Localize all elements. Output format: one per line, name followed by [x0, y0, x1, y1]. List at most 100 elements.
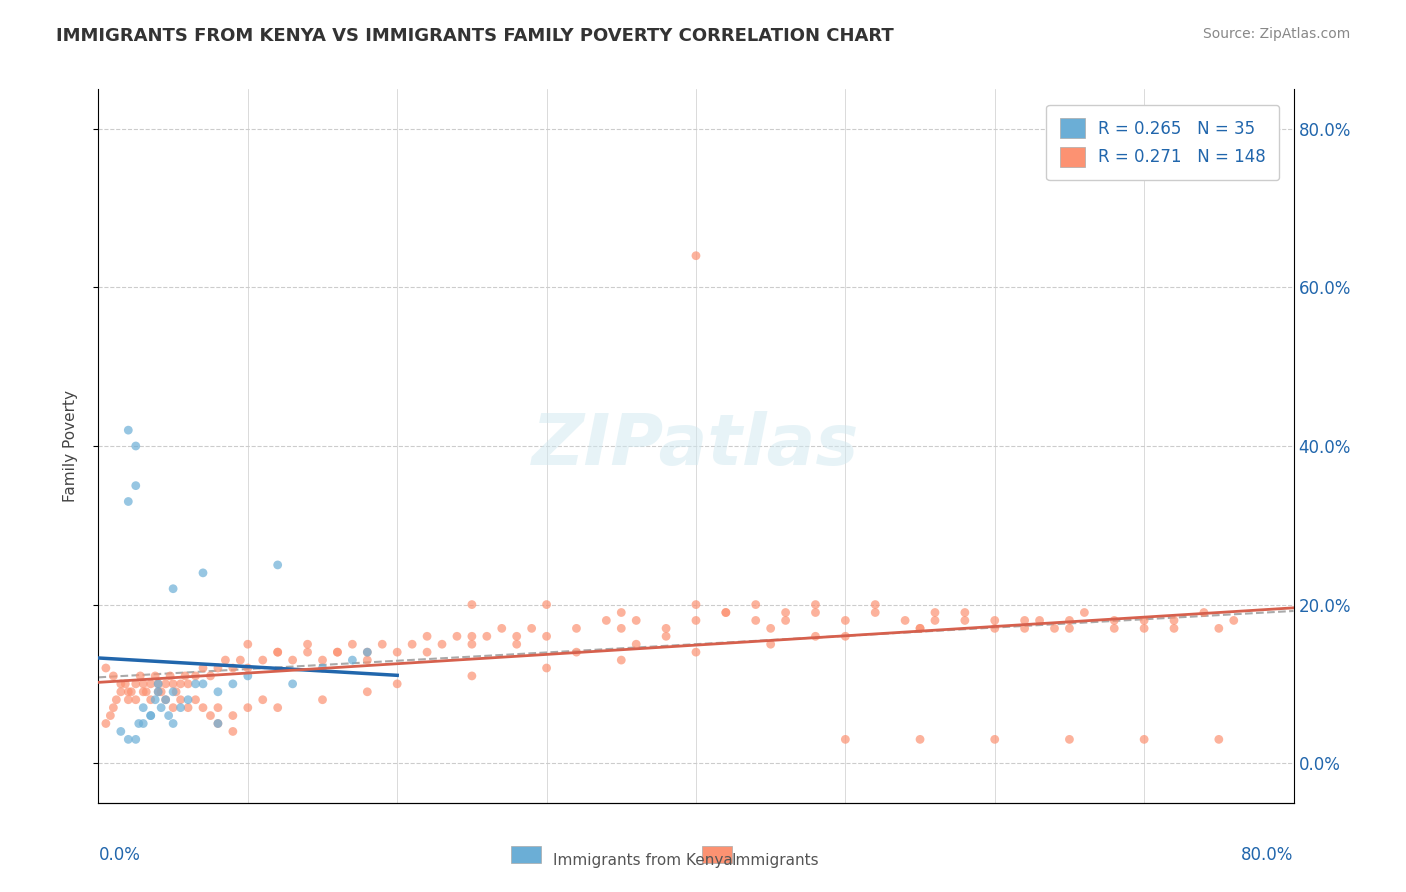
- Point: [162, 700, 184, 714]
- Point: [184, 669, 207, 683]
- Point: [98, 708, 122, 723]
- Point: [143, 692, 166, 706]
- Point: [177, 677, 200, 691]
- Text: 80.0%: 80.0%: [1241, 846, 1294, 863]
- Point: [1208, 621, 1230, 635]
- Point: [356, 645, 378, 659]
- Point: [714, 606, 737, 620]
- Point: [162, 685, 184, 699]
- Point: [536, 598, 558, 612]
- Point: [229, 653, 252, 667]
- Point: [297, 637, 319, 651]
- Point: [714, 606, 737, 620]
- Point: [177, 700, 200, 714]
- Point: [117, 494, 139, 508]
- Point: [953, 606, 976, 620]
- Point: [461, 637, 484, 651]
- Y-axis label: Family Poverty: Family Poverty: [63, 390, 77, 502]
- Point: [222, 661, 245, 675]
- Point: [461, 598, 484, 612]
- Point: [155, 692, 177, 706]
- Point: [565, 645, 588, 659]
- Point: [924, 614, 946, 628]
- Text: ZIPatlas: ZIPatlas: [533, 411, 859, 481]
- Point: [759, 621, 782, 635]
- Point: [342, 653, 364, 667]
- Point: [685, 645, 707, 659]
- Point: [430, 637, 453, 651]
- Point: [281, 653, 304, 667]
- Point: [475, 629, 498, 643]
- Point: [222, 724, 245, 739]
- Point: [1163, 614, 1185, 628]
- Point: [184, 677, 207, 691]
- Point: [1059, 732, 1081, 747]
- Point: [371, 637, 394, 651]
- Point: [207, 685, 229, 699]
- Point: [162, 716, 184, 731]
- Point: [745, 598, 768, 612]
- Point: [626, 637, 648, 651]
- Point: [252, 653, 274, 667]
- Point: [446, 629, 468, 643]
- Point: [148, 677, 170, 691]
- Point: [416, 645, 439, 659]
- Point: [177, 692, 200, 706]
- Point: [655, 621, 678, 635]
- Point: [139, 677, 162, 691]
- Point: [1059, 614, 1081, 628]
- Point: [125, 732, 148, 747]
- Point: [491, 621, 513, 635]
- Point: [1133, 732, 1156, 747]
- Text: Immigrants: Immigrants: [733, 853, 820, 868]
- Point: [461, 629, 484, 643]
- Point: [536, 629, 558, 643]
- Point: [416, 629, 439, 643]
- Point: [125, 439, 148, 453]
- Point: [953, 614, 976, 628]
- Point: [1059, 621, 1081, 635]
- Point: [139, 692, 162, 706]
- Point: [94, 716, 117, 731]
- Point: [236, 637, 259, 651]
- Point: [908, 621, 931, 635]
- Point: [129, 669, 152, 683]
- Point: [169, 692, 191, 706]
- Point: [150, 700, 173, 714]
- Point: [610, 606, 633, 620]
- Point: [775, 606, 797, 620]
- Point: [132, 716, 155, 731]
- Point: [506, 637, 529, 651]
- Point: [1104, 614, 1126, 628]
- Point: [184, 692, 207, 706]
- Point: [222, 677, 245, 691]
- Point: [655, 629, 678, 643]
- Point: [1133, 614, 1156, 628]
- Point: [191, 661, 214, 675]
- Point: [356, 685, 378, 699]
- Point: [908, 621, 931, 635]
- Point: [157, 708, 180, 723]
- Point: [139, 708, 162, 723]
- Text: Immigrants from Kenya: Immigrants from Kenya: [553, 853, 733, 868]
- Point: [120, 685, 142, 699]
- Point: [1043, 621, 1066, 635]
- Point: [114, 677, 136, 691]
- Point: [685, 598, 707, 612]
- Point: [1073, 606, 1095, 620]
- Point: [311, 661, 333, 675]
- Point: [94, 661, 117, 675]
- Point: [132, 677, 155, 691]
- Point: [1014, 621, 1036, 635]
- Point: [984, 732, 1007, 747]
- Point: [1192, 606, 1215, 620]
- Point: [356, 645, 378, 659]
- Point: [148, 685, 170, 699]
- Point: [834, 629, 856, 643]
- Point: [252, 692, 274, 706]
- Point: [326, 645, 349, 659]
- Point: [385, 645, 409, 659]
- Point: [159, 669, 181, 683]
- Point: [865, 606, 887, 620]
- Point: [148, 685, 170, 699]
